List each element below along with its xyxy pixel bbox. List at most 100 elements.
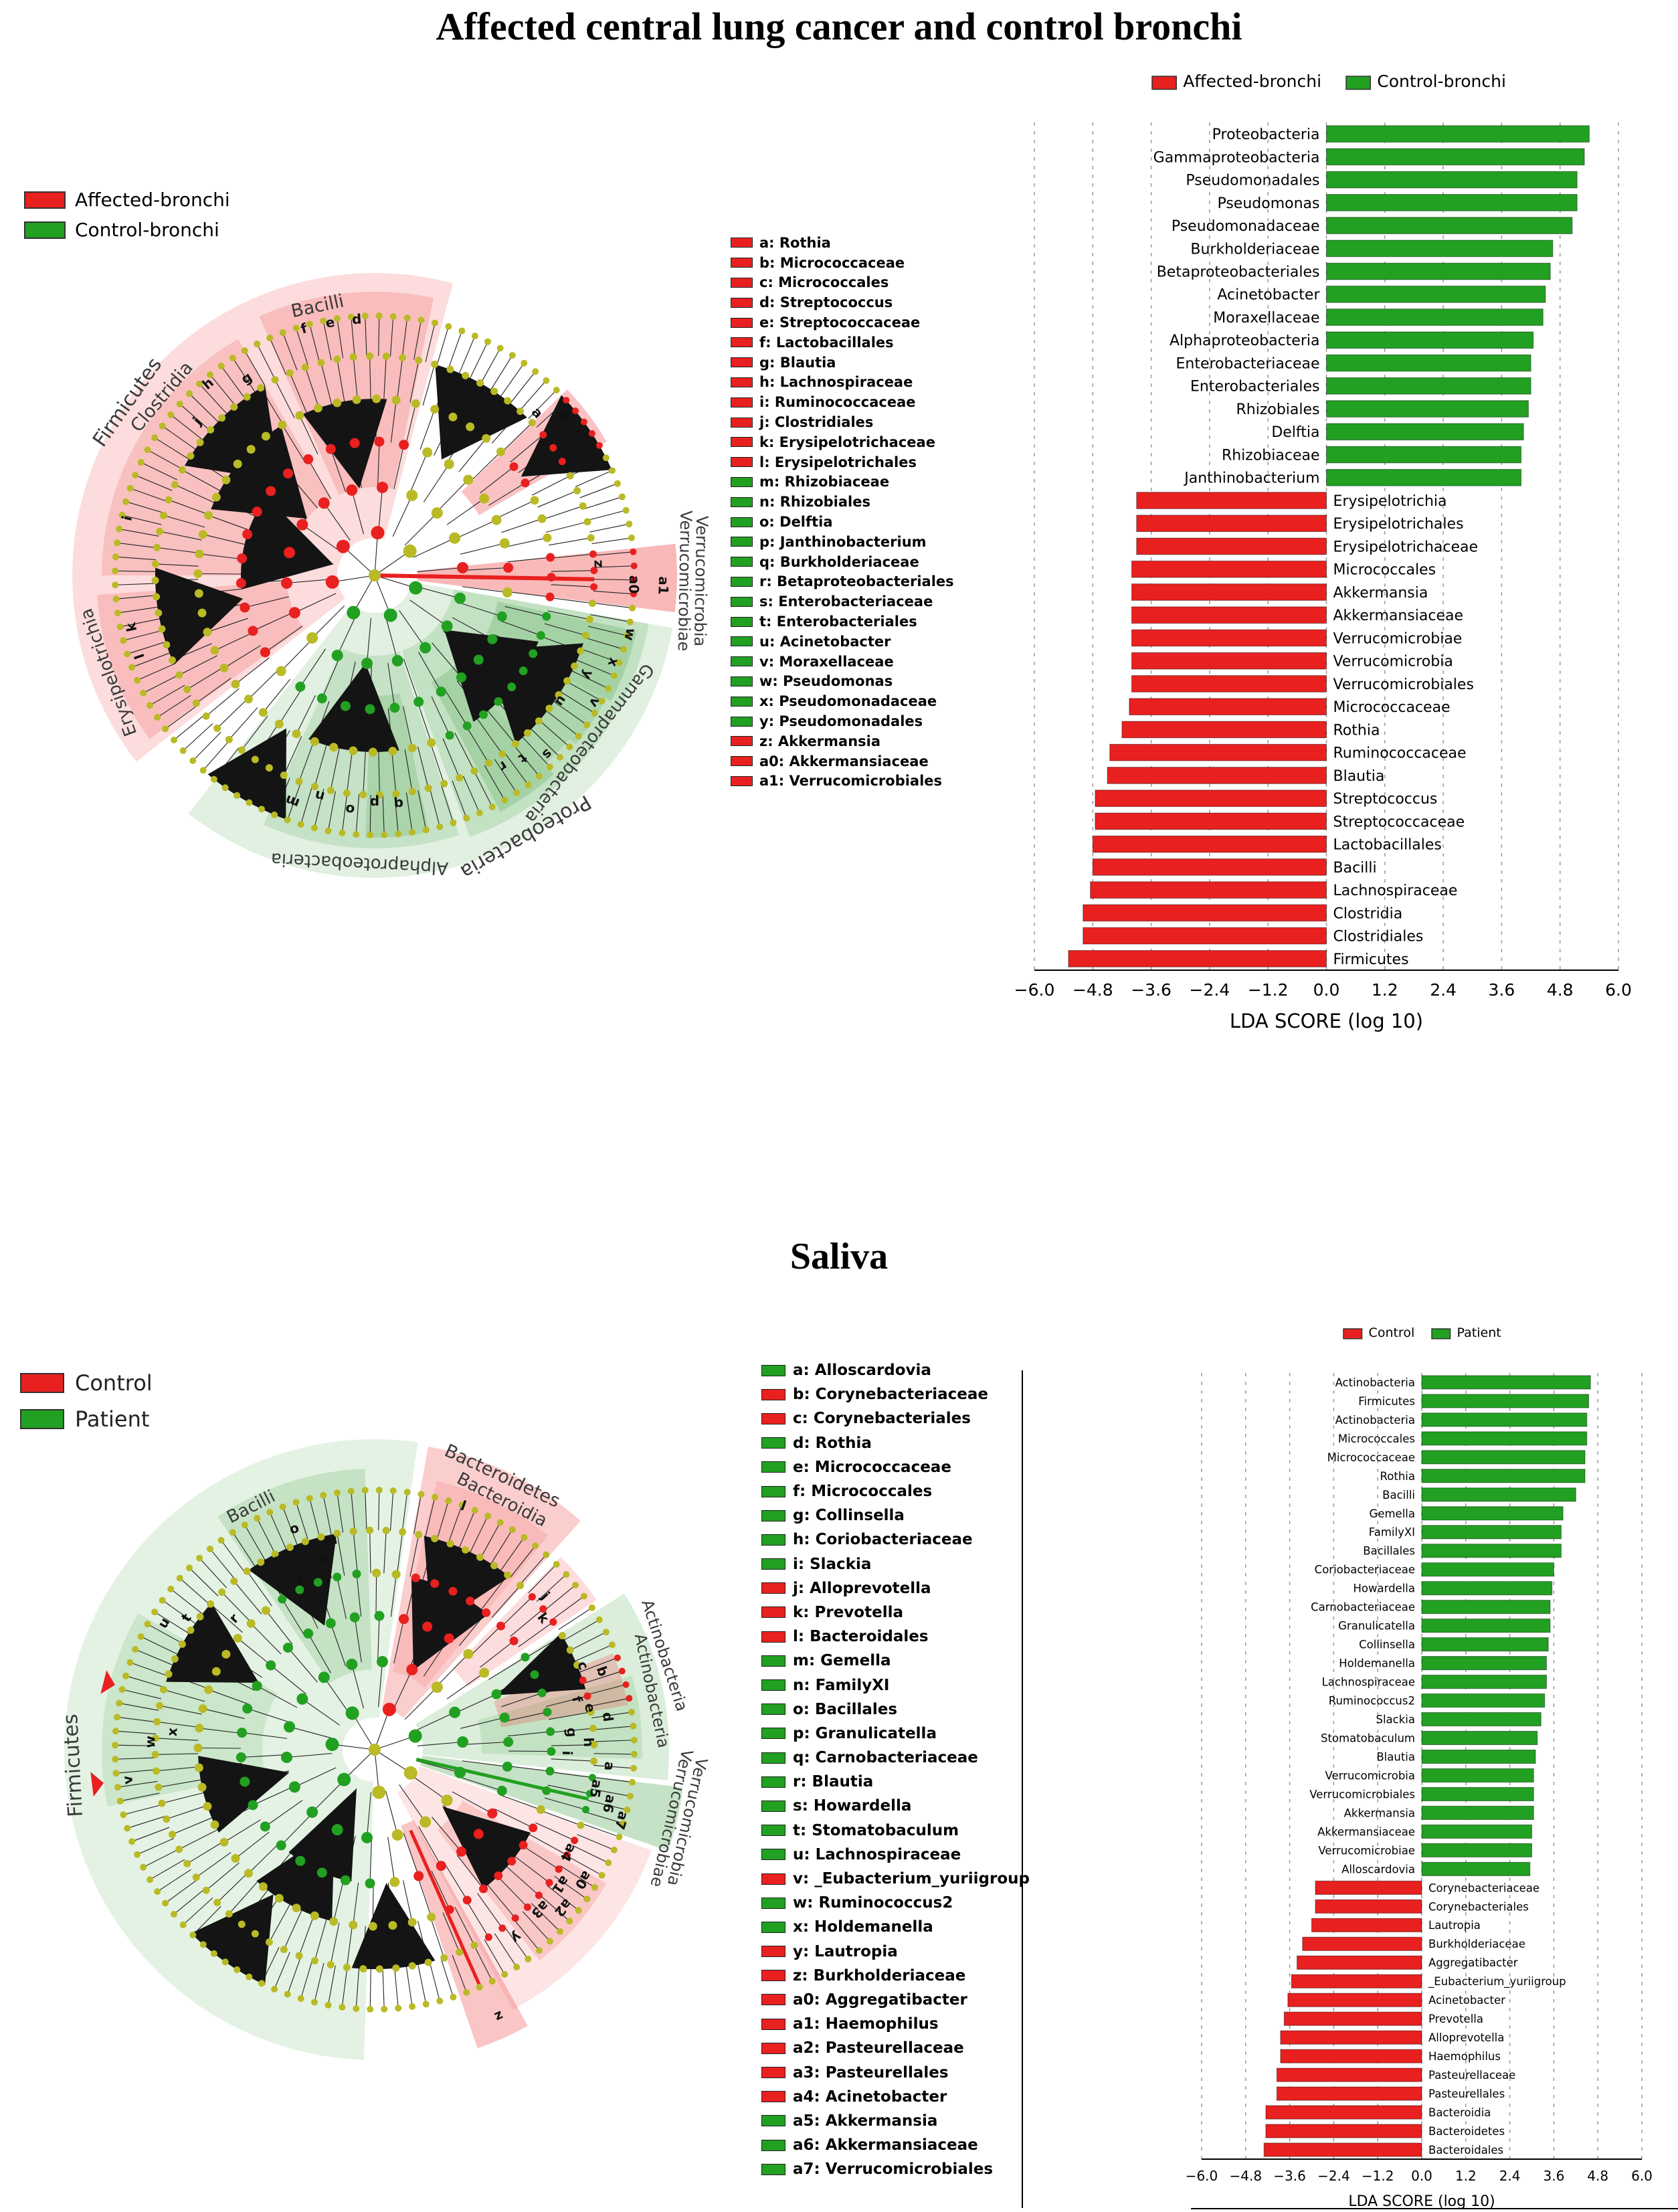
legend-label: Patient — [75, 1406, 150, 1432]
svg-text:n: n — [313, 788, 327, 806]
taxa-row: a5: Akkermansia — [761, 2109, 1030, 2133]
bar — [1287, 1993, 1422, 2007]
cladogram1-group-legend: Affected-bronchi Control-bronchi — [24, 189, 230, 249]
bar — [1326, 148, 1585, 166]
taxa-swatch — [731, 656, 753, 667]
svg-text:Acinetobacter: Acinetobacter — [1217, 287, 1320, 304]
taxa-swatch — [761, 2139, 785, 2151]
taxa-label: x: Pseudomonadaceae — [759, 693, 937, 710]
taxa-row: z: Akkermansia — [731, 731, 954, 751]
svg-text:Burkholderiaceae: Burkholderiaceae — [1428, 1938, 1525, 1950]
taxa-row: s: Enterobacteriaceae — [731, 591, 954, 612]
bar — [1326, 331, 1534, 349]
bar — [1280, 2030, 1422, 2045]
chart-legend: Control Patient — [1343, 1325, 1501, 1340]
bar — [1421, 1675, 1547, 1689]
taxa-row: t: Enterobacteriales — [731, 612, 954, 632]
taxa-label: a1: Verrucomicrobiales — [759, 773, 943, 790]
taxa-swatch — [731, 596, 753, 607]
taxa-label: z: Burkholderiaceae — [793, 1966, 966, 1985]
taxa-label: l: Bacteroidales — [793, 1628, 929, 1646]
svg-text:Pseudomonas: Pseudomonas — [1217, 195, 1319, 212]
svg-text:Firmicutes: Firmicutes — [1333, 951, 1409, 968]
taxa-label: i: Ruminococcaceae — [759, 394, 916, 411]
taxa-row: k: Prevotella — [761, 1600, 1030, 1625]
taxa-swatch — [731, 357, 753, 368]
taxa-label: e: Streptococcaceae — [759, 314, 921, 331]
taxa-label: w: Ruminococcus2 — [793, 1894, 953, 1912]
taxa-swatch — [761, 1437, 785, 1449]
bar — [1326, 308, 1544, 326]
svg-text:z: z — [591, 559, 608, 568]
taxa-swatch — [761, 2163, 785, 2175]
taxa-swatch — [761, 1679, 785, 1691]
svg-text:Pasteurellales: Pasteurellales — [1428, 2088, 1505, 2100]
bar — [1421, 1786, 1534, 1802]
bar — [1107, 767, 1327, 784]
bar — [1421, 1805, 1534, 1821]
taxa-swatch — [731, 557, 753, 567]
taxa-label: k: Erysipelotrichaceae — [759, 434, 935, 450]
bar — [1326, 217, 1573, 234]
bar — [1083, 927, 1327, 945]
cladogram2-group-legend: Control Patient — [20, 1370, 153, 1443]
bar — [1421, 1600, 1551, 1615]
svg-text:2.4: 2.4 — [1430, 980, 1457, 1000]
svg-text:Enterobacteriales: Enterobacteriales — [1190, 379, 1319, 395]
taxa-swatch — [761, 1800, 785, 1812]
taxa-label: b: Micrococcaceae — [759, 254, 905, 271]
svg-text:m: m — [322, 1531, 339, 1550]
taxa-label: a7: Verrucomicrobiales — [793, 2160, 994, 2179]
taxa-swatch — [731, 437, 753, 448]
taxa-row: k: Erysipelotrichaceae — [731, 432, 954, 452]
svg-text:Blautia: Blautia — [1376, 1750, 1415, 1763]
section1-title: Affected central lung cancer and control… — [436, 5, 1242, 48]
x-axis: −6.0 −4.8 −3.6 −2.4 −1.2 0.0 1.2 2.4 3.6 4.8 6.0 LD… — [1186, 2158, 1653, 2210]
taxa-swatch — [731, 616, 753, 627]
x-axis-title: LDA SCORE (log 10) — [1230, 1010, 1423, 1032]
taxa-row: p: Granulicatella — [761, 1722, 1030, 1746]
taxa-row: o: Bacillales — [761, 1697, 1030, 1722]
svg-text:Bacteroidia: Bacteroidia — [1428, 2106, 1491, 2119]
taxa-row: m: Gemella — [761, 1649, 1030, 1673]
taxa-row: a1: Haemophilus — [761, 2012, 1030, 2036]
svg-text:i: i — [559, 1750, 575, 1755]
bar — [1092, 858, 1327, 876]
taxa-swatch — [731, 397, 753, 407]
taxa-label: w: Pseudomonas — [759, 673, 893, 690]
taxa-row: g: Blautia — [731, 353, 954, 373]
taxa-label: o: Bacillales — [793, 1700, 898, 1718]
svg-text:g: g — [563, 1727, 580, 1738]
legend-label: Affected-bronchi — [75, 189, 230, 211]
taxa-swatch — [731, 537, 753, 547]
taxa-row: c: Corynebacteriales — [761, 1406, 1030, 1431]
taxa-label: z: Akkermansia — [759, 733, 881, 749]
svg-text:Gemella: Gemella — [1370, 1507, 1415, 1520]
bar — [1326, 262, 1551, 280]
taxa-swatch — [731, 297, 753, 308]
taxa-swatch — [761, 2042, 785, 2054]
highlight-paths — [379, 573, 595, 581]
taxa-row: d: Streptococcus — [731, 292, 954, 312]
svg-text:6.0: 6.0 — [1631, 2168, 1653, 2184]
marker-arrows — [90, 1670, 115, 1797]
taxa-label: s: Enterobacteriaceae — [759, 593, 933, 610]
svg-text:Coriobacteriaceae: Coriobacteriaceae — [1315, 1564, 1415, 1576]
taxa-swatch — [731, 676, 753, 686]
svg-text:Streptococcus: Streptococcus — [1333, 791, 1438, 808]
taxa-swatch — [761, 1825, 785, 1837]
taxa-swatch — [761, 1728, 785, 1740]
taxa-swatch — [761, 1364, 785, 1376]
taxa-label: u: Lachnospiraceae — [793, 1845, 961, 1863]
bar — [1326, 446, 1521, 464]
taxa-swatch — [761, 1558, 785, 1570]
svg-text:4.8: 4.8 — [1587, 2168, 1608, 2184]
svg-text:Actinobacteria: Actinobacteria — [1335, 1376, 1415, 1389]
taxa-swatch — [761, 2067, 785, 2079]
svg-text:Ruminococcus2: Ruminococcus2 — [1329, 1695, 1415, 1708]
bar — [1136, 515, 1327, 533]
taxa-swatch — [761, 1582, 785, 1594]
svg-text:w: w — [621, 626, 640, 642]
bar — [1421, 1412, 1588, 1427]
legend-label: Affected-bronchi — [1183, 72, 1321, 91]
